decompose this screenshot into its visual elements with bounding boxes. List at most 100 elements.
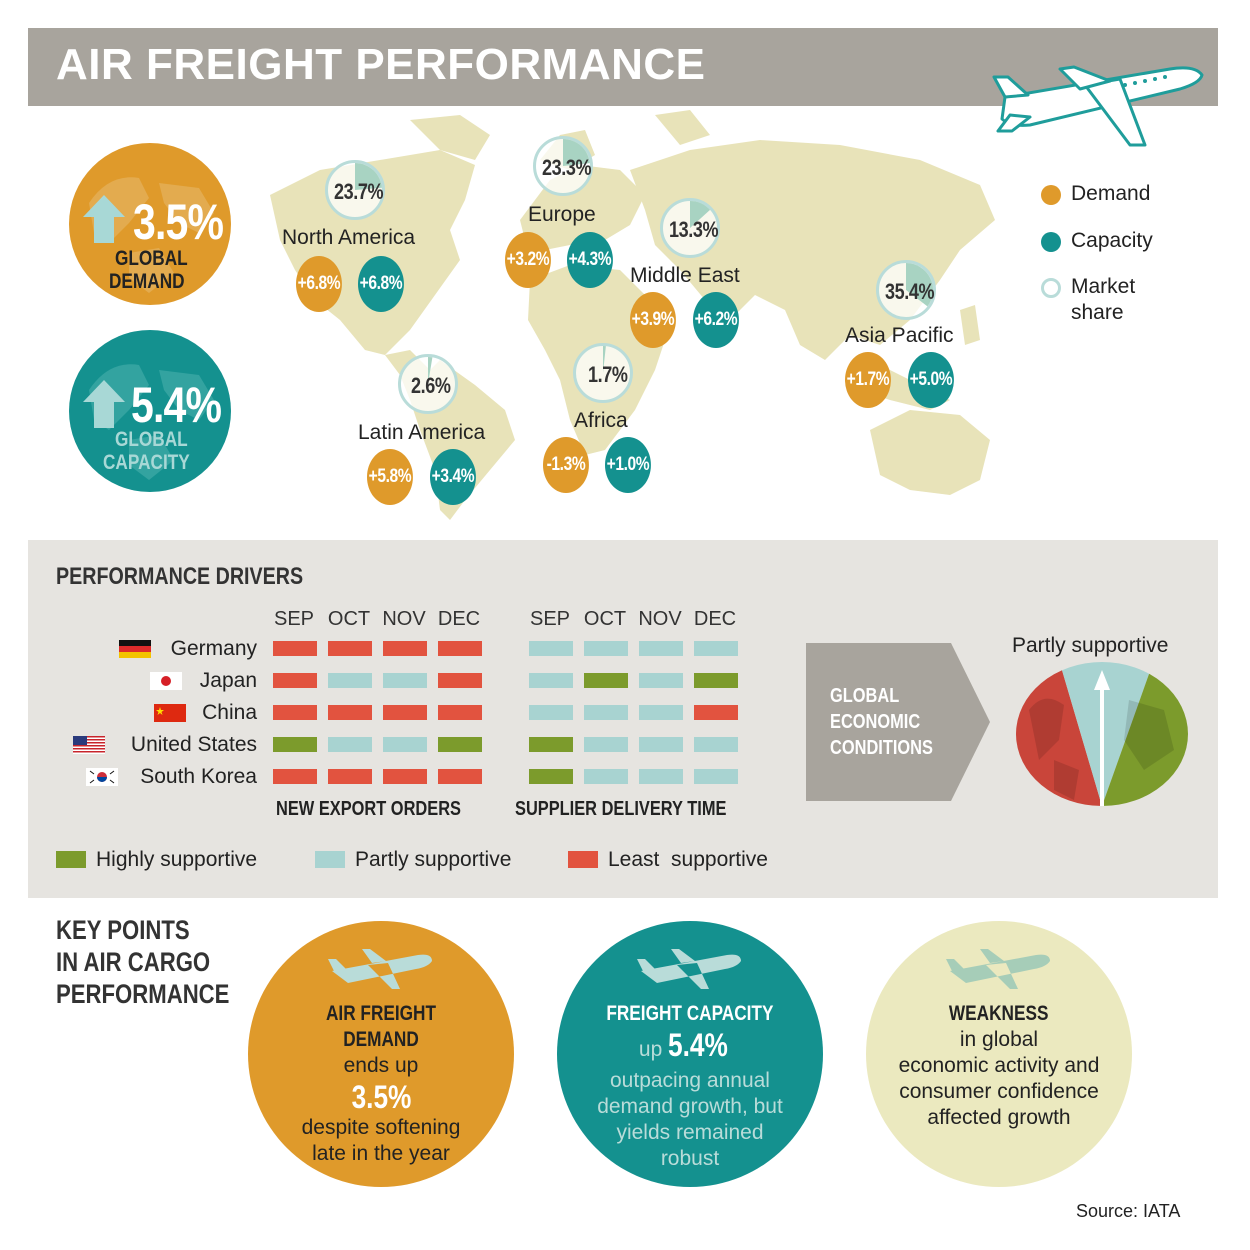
kp-weakness-text: WEAKNESS in global economic activity and… [886,1001,1112,1131]
legend-demand-label: Demand [1071,182,1151,205]
export-cell [328,673,372,688]
pie-least-segment [1016,662,1102,806]
kp-weakness-line: economic activity and [898,1054,1100,1077]
region-name: Latin America [358,421,486,444]
kp-demand-line: despite softening [301,1116,461,1139]
share-wedge-fill [690,201,711,228]
demand-bubble: +3.2% [505,232,551,288]
kp-demand-text: AIR FREIGHT DEMAND ends up 3.5% despite … [268,1001,494,1167]
kp-capacity-line: outpacing annual [610,1069,770,1092]
kp-capacity-line: yields remained [616,1121,764,1144]
share-value: 1.7% [588,362,628,387]
delivery-cell [694,641,738,656]
airplane-icon [946,949,1050,989]
delivery-cell [584,641,628,656]
demand-bubble: +3.9% [630,292,676,348]
legend-highly-swatch [56,851,86,868]
export-cell [383,769,427,784]
gauge-needle-icon [1094,670,1110,806]
up-arrow-icon [83,195,125,243]
key-points-title-line: KEY POINTS [56,915,190,945]
export-cell [273,769,317,784]
capacity-bubble: +1.0% [605,437,651,493]
share-wedge-fill [428,357,433,384]
share-wedge [603,345,606,373]
legend-share-label-1: Market [1071,275,1136,298]
share-value: 23.3% [542,155,592,180]
global-conditions-arrow [806,643,990,801]
region-name: North America [282,226,416,249]
airplane-icon [992,65,1204,147]
legend-demand-dot [1041,185,1061,205]
month-header: DEC [437,608,481,630]
page-title: AIR FREIGHT PERFORMANCE [56,40,706,89]
share-africa: 1.7% [573,343,633,403]
gauge-pie [1016,662,1188,806]
region-name: Europe [528,203,596,226]
demand-bubble: +1.7% [845,352,891,408]
legend-least-label: Least supportive [608,848,768,871]
kp-capacity-head: FREIGHT CAPACITY [606,1002,774,1025]
legend-share-label-2: share [1071,301,1124,324]
export-cell [438,737,482,752]
delivery-cell [694,673,738,688]
airplane-icon [637,949,741,989]
kp-capacity-pre: up [638,1038,663,1061]
airplane-icon [328,949,432,989]
share-wedge-fill [603,345,606,373]
country-label: Japan [199,669,257,692]
kp-capacity-line: robust [660,1147,720,1170]
delivery-cell [529,737,573,752]
export-cell [328,705,372,720]
legend-capacity-label: Capacity [1071,229,1153,252]
export-cell [438,705,482,720]
supplier-delivery-label: SUPPLIER DELIVERY TIME [515,798,727,820]
kp-demand-head: AIR FREIGHT DEMAND [325,1002,437,1051]
global-demand-value: 3.5% [133,194,224,250]
delivery-cell [584,673,628,688]
share-value: 23.7% [334,179,384,204]
share-wedge [355,163,382,190]
share-value: 13.3% [669,217,719,242]
legend-partly-swatch [315,851,345,868]
month-header: NOV [638,608,682,630]
capacity-bubble: +3.4% [430,449,476,505]
export-cell [328,641,372,656]
kp-weakness-line: affected growth [927,1106,1071,1129]
delivery-cell [694,737,738,752]
china-flag [154,704,186,722]
country-label: China [202,701,257,724]
share-middle-east: 13.3% [660,198,720,258]
usa-flag [73,736,105,754]
pie-highly-segment [1102,662,1188,806]
global-capacity-label-1: GLOBAL [115,428,188,451]
japan-flag [150,672,182,690]
country-label: South Korea [140,765,257,788]
share-wedge-fill [563,139,590,166]
delivery-cell [584,705,628,720]
demand-bubble: +5.8% [367,449,413,505]
month-header: SEP [529,608,571,630]
month-header: OCT [327,608,371,630]
key-points-title: KEY POINTS IN AIR CARGO PERFORMANCE [56,914,229,1010]
legend-share-dot [1041,278,1061,298]
up-arrow-icon [83,380,125,428]
key-point-capacity: FREIGHT CAPACITY up 5.4% outpacing annua… [557,921,823,1187]
kp-weakness-line: in global [959,1028,1039,1051]
export-cell [383,641,427,656]
gauge-label: Partly supportive [1012,634,1169,657]
global-demand-label-2: DEMAND [109,270,185,293]
share-value: 2.6% [411,373,451,398]
export-cell [273,705,317,720]
month-header: NOV [382,608,426,630]
delivery-cell [639,705,683,720]
kp-capacity-big: 5.4% [668,1027,728,1063]
delivery-cell [639,737,683,752]
arrow-text-line: GLOBAL [830,685,900,707]
legend-least-swatch [568,851,598,868]
legend-highly-label: Highly supportive [96,848,258,871]
key-points-title-line: IN AIR CARGO [56,947,211,977]
key-point-demand: AIR FREIGHT DEMAND ends up 3.5% despite … [248,921,514,1187]
arrow-text-line: ECONOMIC [830,711,921,733]
share-asia-pacific: 35.4% [876,260,936,320]
